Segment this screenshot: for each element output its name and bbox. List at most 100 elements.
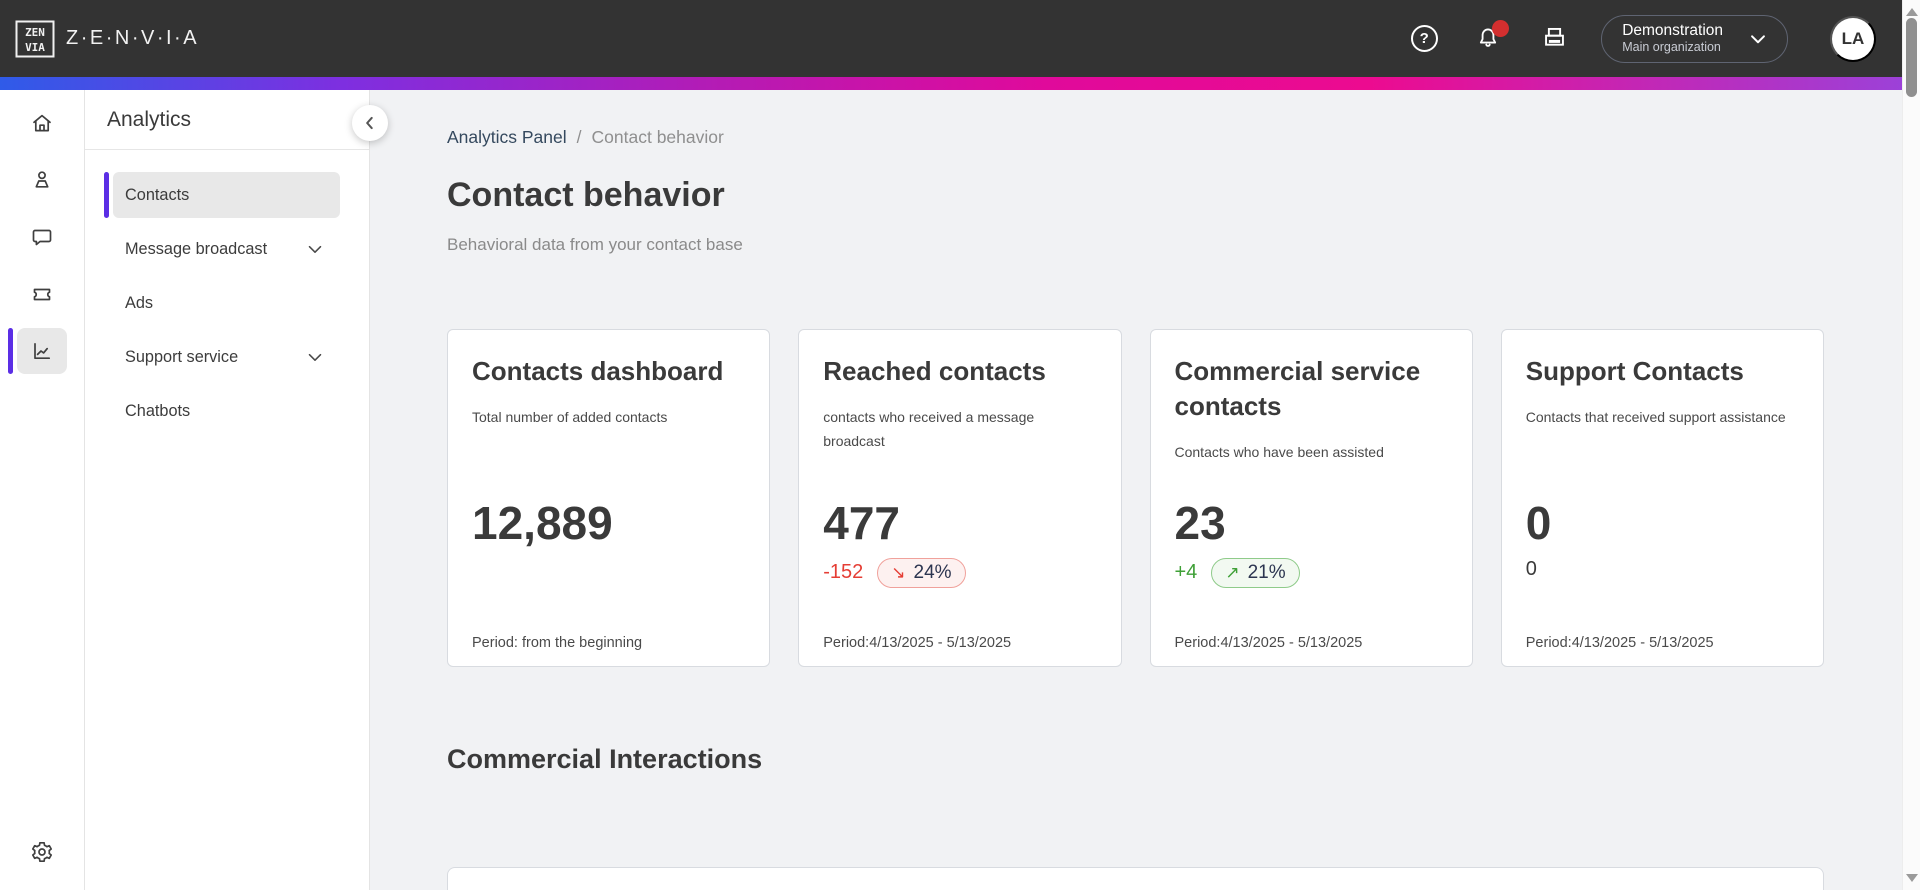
card-delta: 0 [1525,557,1537,580]
sidebar-item-label: Ads [125,293,154,312]
active-indicator [8,328,13,374]
card-period: Period: from the beginning [472,634,643,651]
organization-name: Demonstration [1622,22,1723,39]
sidebar-menu: Contacts Message broadcast Ads Support s… [85,150,369,434]
rail-item-analytics-highlight [17,328,67,374]
main-content: Analytics Panel / Contact behavior Conta… [370,90,1902,890]
print-button[interactable] [1537,22,1571,56]
rail-item-contacts[interactable] [0,168,84,192]
breadcrumb-separator: / [576,127,582,147]
trend-percent: 21% [1247,561,1286,583]
card-description: contacts who received a message broadcas… [823,408,1035,450]
card-delta-row: 0 [1526,558,1537,581]
card-title: Reached contacts [823,355,1046,386]
sidebar-collapse-button[interactable] [352,105,388,141]
card-commercial-service-contacts: Commercial service contacts Contacts who… [1149,328,1473,667]
rail-item-settings[interactable] [0,840,84,864]
chevron-down-icon [308,353,322,361]
svg-text:ZEN: ZEN [25,26,45,39]
bell-icon [1480,28,1497,47]
analytics-sidebar: Analytics Contacts Message broadcast Ads… [85,90,370,890]
printer-icon [1544,27,1564,46]
sidebar-item-label: Support service [125,347,239,366]
brand: ZEN VIA Z·E·N·V·I·A [15,20,199,58]
rail-item-home[interactable] [0,111,84,135]
sidebar-item-label: Contacts [125,185,190,204]
card-delta: +4 [1174,561,1198,584]
commercial-interactions-card-partial [447,866,1824,890]
trend-percent: 24% [913,561,952,583]
sidebar-item-label: Chatbots [125,401,191,420]
card-delta-row: -152 ↘ 24% [823,557,966,588]
svg-text:VIA: VIA [25,41,45,54]
trend-badge: ↗ 21% [1211,557,1300,588]
card-value: 0 [1525,496,1552,549]
card-value: 12,889 [472,496,613,549]
organization-texts: Demonstration Main organization [1622,21,1723,56]
card-title: Commercial service contacts [1174,355,1421,421]
person-icon [35,171,49,188]
sidebar-item-ads[interactable]: Ads [113,280,340,326]
scrollbar-up-arrow[interactable] [1906,8,1918,16]
card-description: Total number of added contacts [472,408,668,425]
icon-rail [0,90,85,890]
user-avatar[interactable]: LA [1830,15,1876,62]
breadcrumb-analytics-panel[interactable]: Analytics Panel [447,127,567,147]
section-heading-commercial-interactions: Commercial Interactions [447,743,763,774]
chevron-down-icon [308,245,322,253]
top-bar-actions: ? [1407,14,1876,63]
sidebar-item-message-broadcast[interactable]: Message broadcast [113,226,340,272]
sidebar-divider [85,149,369,150]
page-subtitle: Behavioral data from your contact base [447,234,743,254]
organization-selector[interactable]: Demonstration Main organization [1601,14,1788,63]
card-period: Period:4/13/2025 - 5/13/2025 [1174,634,1363,651]
sidebar-title: Analytics [107,108,192,131]
vertical-scrollbar[interactable] [1902,0,1920,890]
card-delta: -152 [823,561,864,584]
page-title: Contact behavior [447,176,725,214]
sidebar-item-chatbots[interactable]: Chatbots [113,388,340,434]
notification-badge [1492,19,1510,37]
card-description: Contacts who have been assisted [1174,443,1384,460]
card-period: Period:4/13/2025 - 5/13/2025 [1525,634,1714,651]
kpi-cards: Contacts dashboard Total number of added… [447,328,1824,667]
card-value: 23 [1174,496,1226,549]
card-contacts-dashboard: Contacts dashboard Total number of added… [447,328,771,667]
chat-bubble-icon [32,229,52,246]
rail-item-tickets[interactable] [0,282,84,306]
card-reached-contacts: Reached contacts contacts who received a… [798,328,1122,667]
organization-subtitle: Main organization [1622,40,1721,55]
card-title: Contacts dashboard [472,355,724,386]
sidebar-item-contacts[interactable]: Contacts [104,172,340,218]
notifications-button[interactable] [1471,19,1510,56]
chevron-left-icon [366,116,373,130]
brand-gradient-bar [0,77,1902,90]
rail-item-conversations[interactable] [0,225,84,249]
top-bar: ZEN VIA Z·E·N·V·I·A ? [0,0,1902,77]
card-period: Period:4/13/2025 - 5/13/2025 [823,634,1012,651]
ticket-icon [33,288,51,301]
card-support-contacts: Support Contacts Contacts that received … [1500,328,1824,667]
sidebar-item-label: Message broadcast [125,239,268,258]
trend-up-icon: ↗ [1225,562,1240,582]
home-icon [33,114,51,132]
trend-badge: ↘ 24% [877,557,966,588]
zenvia-logo-icon: ZEN VIA [15,20,55,57]
scrollbar-down-arrow[interactable] [1906,874,1918,882]
card-description: Contacts that received support assistanc… [1525,408,1786,425]
scrollbar-thumb[interactable] [1906,18,1917,97]
line-chart-icon [34,342,51,360]
rail-item-analytics[interactable] [0,328,84,374]
card-delta-row: +4 ↗ 21% [1174,557,1300,588]
help-button[interactable]: ? [1407,22,1441,56]
help-icon: ? [1410,25,1438,52]
card-value: 477 [823,496,900,549]
sidebar-item-support-service[interactable]: Support service [113,334,340,380]
breadcrumb: Analytics Panel / Contact behavior [447,127,1824,148]
trend-down-icon: ↘ [891,562,906,582]
card-title: Support Contacts [1525,355,1744,386]
chevron-down-icon [1745,26,1771,52]
brand-wordmark: Z·E·N·V·I·A [66,27,200,49]
gear-icon [31,841,53,863]
